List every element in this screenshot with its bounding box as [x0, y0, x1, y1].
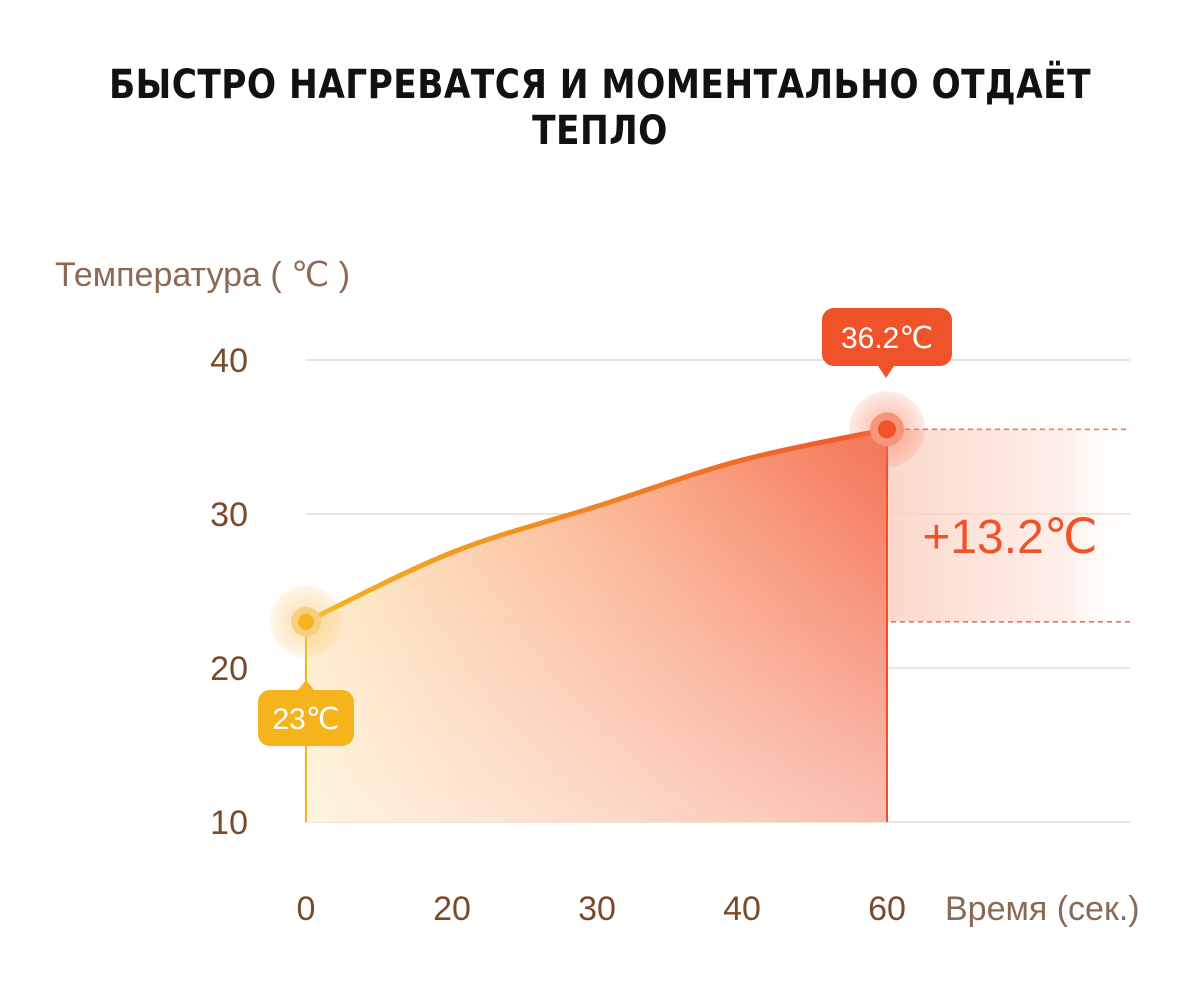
start-point: [298, 613, 314, 630]
start-callout: 23℃: [258, 680, 354, 746]
end-callout-box: [822, 308, 952, 366]
y-tick-label: 10: [210, 804, 248, 842]
series-line-path: [303, 426, 890, 625]
end-callout-label: 36.2℃: [841, 322, 933, 355]
end-callout: 36.2℃: [822, 308, 952, 378]
area-fade: [306, 429, 887, 822]
y-axis-label: Температура ( ℃ ): [55, 256, 350, 294]
data-markers: [270, 391, 925, 658]
start-callout-box: [258, 690, 354, 746]
start-callout-pointer: [298, 680, 314, 690]
series-line: [303, 426, 890, 625]
x-tick-label: 60: [868, 890, 906, 928]
x-tick-label: 40: [723, 890, 761, 928]
y-tick-labels: 10 20 30 40: [210, 342, 248, 842]
delta-band-fill: [887, 429, 1130, 622]
end-callout-pointer: [878, 366, 894, 378]
y-tick-label: 40: [210, 342, 248, 380]
chart-title: БЫСТРО НАГРЕВАТСЯ И МОМЕНТАЛЬНО ОТДАЁТ Т…: [108, 62, 1091, 154]
x-tick-label: 20: [433, 890, 471, 928]
start-callout-label: 23℃: [272, 703, 339, 736]
end-point: [878, 420, 896, 439]
x-tick-label: 30: [578, 890, 616, 928]
x-axis-label: Время (сек.): [945, 890, 1140, 928]
x-tick-labels: 0 20 30 40 60: [297, 890, 906, 928]
x-tick-label: 0: [297, 890, 316, 928]
delta-label: +13.2℃: [922, 511, 1097, 564]
y-tick-label: 30: [210, 496, 248, 534]
delta-band: [306, 428, 1130, 623]
area-fill: [305, 429, 888, 822]
y-tick-label: 20: [210, 650, 248, 688]
